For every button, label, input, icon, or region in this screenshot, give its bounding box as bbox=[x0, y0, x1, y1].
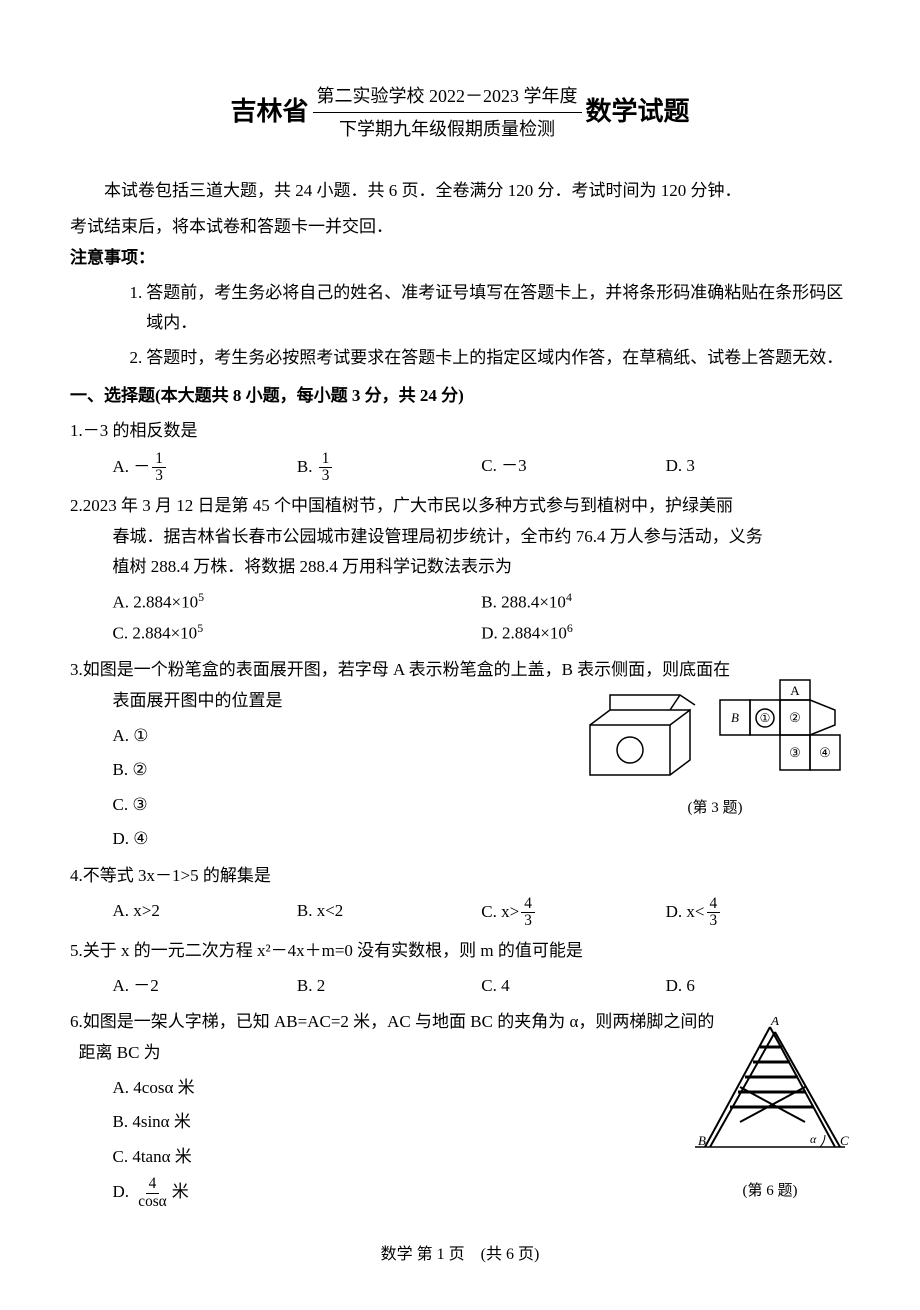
svg-text:α: α bbox=[810, 1132, 817, 1146]
svg-text:C: C bbox=[840, 1133, 849, 1148]
q-num: 6. bbox=[70, 1007, 83, 1038]
option-D: D. 6 bbox=[666, 971, 850, 1002]
figure-caption: (第 6 题) bbox=[690, 1178, 850, 1205]
title-exam-type: 下学期九年级假期质量检测 bbox=[335, 113, 559, 145]
q-text: －3 的相反数是 bbox=[83, 416, 850, 447]
svg-text:B: B bbox=[698, 1133, 706, 1148]
q-num: 1. bbox=[70, 416, 83, 447]
svg-text:④: ④ bbox=[819, 745, 831, 760]
figure-caption: (第 3 题) bbox=[580, 795, 850, 822]
svg-text:①: ① bbox=[760, 711, 771, 725]
question-2: 2. 2023 年 3 月 12 日是第 45 个中国植树节，广大市民以多种方式… bbox=[70, 491, 850, 649]
note-num: 1. bbox=[130, 278, 143, 339]
option-A: A. －2 bbox=[113, 971, 297, 1002]
note-item-1: 1. 答题前，考生务必将自己的姓名、准考证号填写在答题卡上，并将条形码准确粘贴在… bbox=[130, 278, 851, 339]
note-text: 答题时，考生务必按照考试要求在答题卡上的指定区域内作答，在草稿纸、试卷上答题无效… bbox=[146, 343, 850, 374]
section-1-heading: 一、选择题(本大题共 8 小题，每小题 3 分，共 24 分) bbox=[70, 381, 850, 412]
q-num: 2. bbox=[70, 491, 83, 522]
title-subject: 数学试题 bbox=[586, 89, 690, 136]
option-C: C. x>43 bbox=[481, 896, 665, 931]
option-C: C. －3 bbox=[481, 451, 665, 486]
q-num: 5. bbox=[70, 936, 83, 967]
notes-heading: 注意事项： bbox=[70, 243, 850, 274]
option-B: B. 2 bbox=[297, 971, 481, 1002]
q-num: 4. bbox=[70, 861, 83, 892]
note-text: 答题前，考生务必将自己的姓名、准考证号填写在答题卡上，并将条形码准确粘贴在条形码… bbox=[146, 278, 850, 339]
box-unfold-diagram: A B ① ② ③ ④ bbox=[580, 675, 850, 795]
option-B: B. 13 bbox=[297, 451, 481, 486]
svg-text:B: B bbox=[731, 710, 739, 725]
figure-q3: A B ① ② ③ ④ (第 3 题) bbox=[580, 675, 850, 822]
option-D: D. x<43 bbox=[666, 896, 850, 931]
question-5: 5. 关于 x 的一元二次方程 x²－4x＋m=0 没有实数根，则 m 的值可能… bbox=[70, 936, 850, 1001]
intro-line-2: 考试结束后，将本试卷和答题卡一并交回． bbox=[70, 212, 850, 243]
svg-text:②: ② bbox=[789, 710, 801, 725]
q-num: 3. bbox=[70, 655, 83, 686]
q-text-cont: 春城．据吉林省长春市公园城市建设管理局初步统计，全市约 76.4 万人参与活动，… bbox=[113, 522, 851, 553]
title-province: 吉林省 bbox=[230, 89, 308, 136]
q-text-cont: 植树 288.4 万株．将数据 288.4 万用科学记数法表示为 bbox=[113, 552, 851, 583]
option-A: A. x>2 bbox=[113, 896, 297, 931]
option-B: B. 288.4×104 bbox=[481, 587, 850, 618]
q-text: 关于 x 的一元二次方程 x²－4x＋m=0 没有实数根，则 m 的值可能是 bbox=[83, 936, 850, 967]
option-A: A. －13 bbox=[113, 451, 297, 486]
ladder-diagram: A B C α bbox=[690, 1017, 850, 1167]
option-B: B. x<2 bbox=[297, 896, 481, 931]
note-item-2: 2. 答题时，考生务必按照考试要求在答题卡上的指定区域内作答，在草稿纸、试卷上答… bbox=[130, 343, 851, 374]
page-footer: 数学 第 1 页 (共 6 页) bbox=[70, 1241, 850, 1270]
question-3: 3. 如图是一个粉笔盒的表面展开图，若字母 A 表示粉笔盒的上盖，B 表示侧面，… bbox=[70, 655, 850, 855]
question-4: 4. 不等式 3x－1>5 的解集是 A. x>2 B. x<2 C. x>43… bbox=[70, 861, 850, 930]
figure-q6: A B C α (第 6 题) bbox=[690, 1017, 850, 1205]
option-A: A. 2.884×105 bbox=[113, 587, 482, 618]
title-school-year: 第二实验学校 2022－2023 学年度 bbox=[313, 80, 582, 113]
title-center: 第二实验学校 2022－2023 学年度 下学期九年级假期质量检测 bbox=[313, 80, 582, 146]
option-D: D. 3 bbox=[666, 451, 850, 486]
exam-title: 吉林省 第二实验学校 2022－2023 学年度 下学期九年级假期质量检测 数学… bbox=[70, 80, 850, 146]
option-C: C. 4 bbox=[481, 971, 665, 1002]
option-D: D. 2.884×106 bbox=[481, 618, 850, 649]
svg-text:③: ③ bbox=[789, 745, 801, 760]
q-text: 2023 年 3 月 12 日是第 45 个中国植树节，广大市民以多种方式参与到… bbox=[83, 491, 850, 522]
svg-text:A: A bbox=[770, 1017, 779, 1028]
question-1: 1. －3 的相反数是 A. －13 B. 13 C. －3 D. 3 bbox=[70, 416, 850, 485]
question-6: 6. 如图是一架人字梯，已知 AB=AC=2 米，AC 与地面 BC 的夹角为 … bbox=[70, 1007, 850, 1211]
svg-text:A: A bbox=[790, 683, 800, 698]
option-C: C. 2.884×105 bbox=[113, 618, 482, 649]
q-text: 不等式 3x－1>5 的解集是 bbox=[83, 861, 850, 892]
option-D: D. ④ bbox=[113, 824, 851, 855]
note-num: 2. bbox=[130, 343, 143, 374]
intro-line-1: 本试卷包括三道大题，共 24 小题．共 6 页．全卷满分 120 分．考试时间为… bbox=[70, 176, 850, 207]
